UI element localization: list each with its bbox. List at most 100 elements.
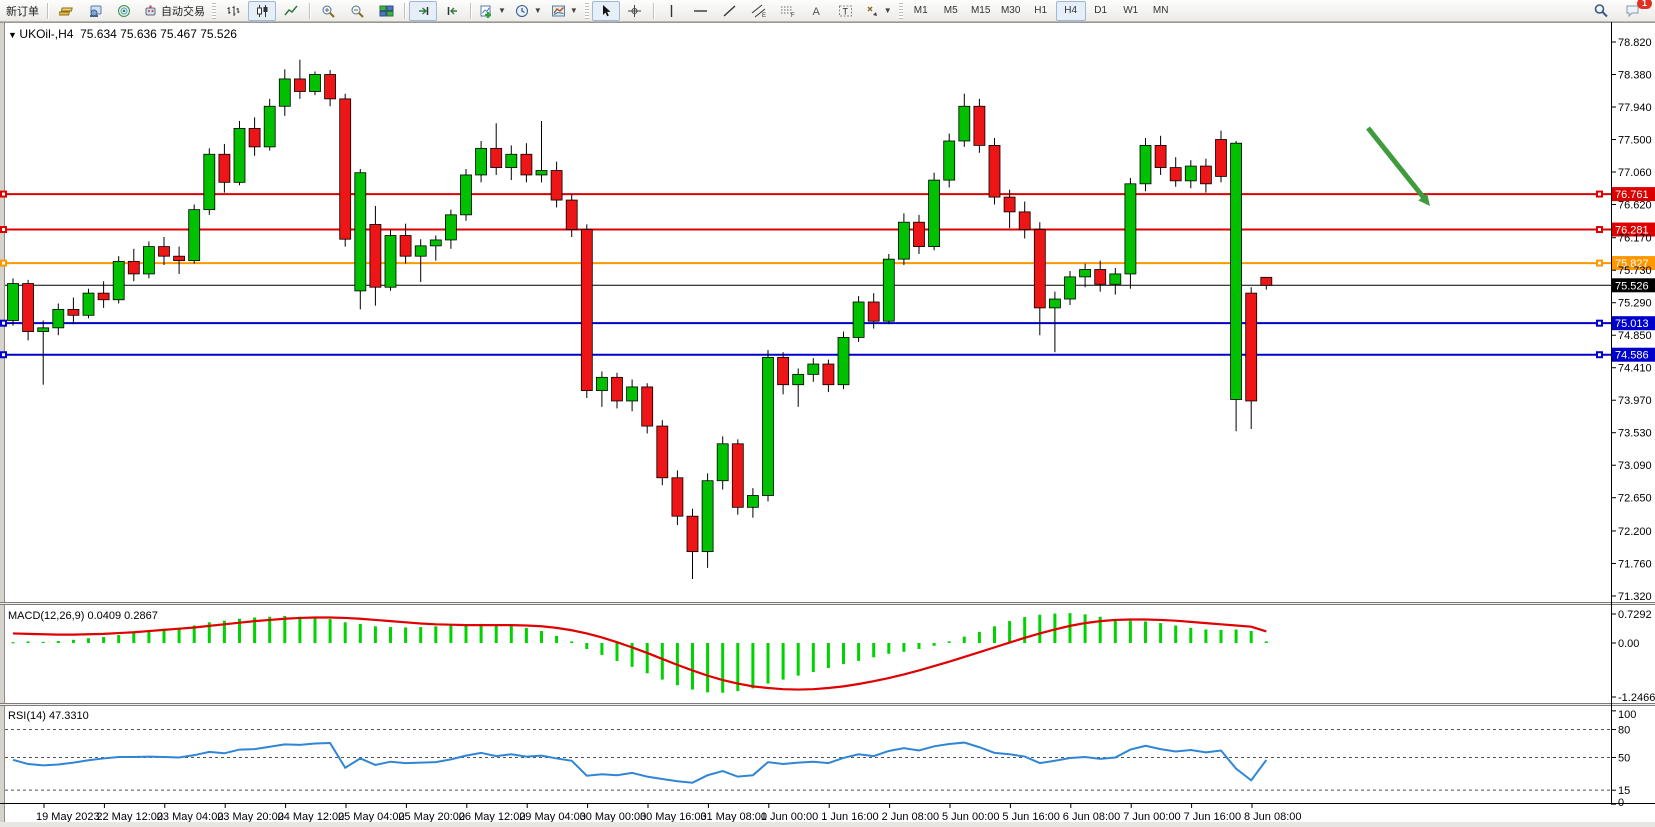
svg-text:31 May 08:00: 31 May 08:00 bbox=[700, 811, 767, 823]
timeframe-button-m1[interactable]: M1 bbox=[913, 5, 928, 16]
trendline-tool-button[interactable] bbox=[716, 1, 744, 21]
horizontal-level-lines[interactable] bbox=[0, 190, 1611, 359]
chart-shift-button[interactable] bbox=[438, 1, 466, 21]
svg-text:2 Jun 08:00: 2 Jun 08:00 bbox=[882, 811, 940, 823]
toolbar: 新订单 bbox=[0, 0, 1655, 22]
new-chart-button[interactable]: ▼ bbox=[475, 1, 510, 21]
cursor-tool-button[interactable] bbox=[591, 0, 620, 21]
chart-canvas[interactable]: 76.761 76.281 75.827 75.013 74.586 75.526 78.8… bbox=[0, 22, 1655, 827]
new-chart-icon bbox=[480, 5, 491, 18]
svg-text:5 Jun 00:00: 5 Jun 00:00 bbox=[942, 811, 1000, 823]
svg-text:100: 100 bbox=[1618, 709, 1636, 721]
svg-text:15: 15 bbox=[1618, 785, 1630, 797]
svg-text:78.380: 78.380 bbox=[1618, 69, 1652, 81]
zoom-out-button[interactable] bbox=[343, 1, 371, 21]
rsi-line bbox=[12, 741, 1268, 784]
svg-text:74.586: 74.586 bbox=[1615, 350, 1649, 362]
notifications-button[interactable]: 1 bbox=[1619, 0, 1652, 21]
period-button[interactable]: ▼ bbox=[511, 1, 546, 21]
trendline-icon bbox=[723, 4, 736, 17]
macd-indicator-label: MACD(12,26,9) 0.0409 0.2867 bbox=[8, 610, 158, 622]
vertical-line-tool-button[interactable] bbox=[658, 1, 686, 21]
chart-window[interactable]: 76.761 76.281 75.827 75.013 74.586 75.526 78.8… bbox=[0, 22, 1655, 827]
templates-button[interactable]: ▼ bbox=[547, 1, 582, 21]
dropdown-triangle-icon: ▼ bbox=[8, 30, 20, 40]
toolbar-grip bbox=[898, 2, 903, 19]
text-a-icon: A bbox=[813, 6, 821, 18]
auto-scroll-button[interactable] bbox=[409, 0, 437, 21]
chart-ohlc-values: 75.634 75.636 75.467 75.526 bbox=[80, 27, 237, 41]
svg-text:1 Jun 16:00: 1 Jun 16:00 bbox=[821, 811, 879, 823]
terminal-icon[interactable] bbox=[81, 1, 109, 21]
svg-text:74.410: 74.410 bbox=[1618, 363, 1652, 375]
horizontal-line-tool-button[interactable] bbox=[687, 1, 715, 21]
candlestick-mode-button[interactable] bbox=[248, 0, 276, 21]
timeframe-button-w1[interactable]: W1 bbox=[1123, 5, 1139, 16]
tile-windows-icon bbox=[379, 5, 393, 16]
svg-text:0.00: 0.00 bbox=[1618, 638, 1639, 650]
autotrading-button[interactable]: 自动交易 bbox=[139, 1, 209, 21]
crosshair-icon bbox=[628, 4, 642, 17]
crosshair-tool-button[interactable] bbox=[621, 1, 649, 21]
zoom-out-icon bbox=[351, 5, 364, 18]
vertical-line-icon bbox=[671, 4, 673, 17]
macd-pane[interactable] bbox=[11, 613, 1268, 693]
toolbar-separator bbox=[470, 2, 471, 19]
market-watch-icon[interactable] bbox=[52, 1, 80, 21]
tile-windows-button[interactable] bbox=[372, 1, 400, 21]
equidistant-channel-icon: E bbox=[751, 4, 766, 18]
toolbar-grip bbox=[584, 2, 589, 19]
chart-title: ▼ UKOil-,H4 75.634 75.636 75.467 75.526 bbox=[8, 27, 237, 41]
svg-text:T: T bbox=[843, 6, 849, 16]
fibonacci-tool-button[interactable]: F bbox=[774, 1, 802, 21]
svg-text:73.090: 73.090 bbox=[1618, 460, 1652, 472]
svg-text:77.500: 77.500 bbox=[1618, 134, 1652, 146]
svg-text:6 Jun 08:00: 6 Jun 08:00 bbox=[1063, 811, 1121, 823]
timeframe-button-m30[interactable]: M30 bbox=[1000, 5, 1021, 16]
text-label-icon: T bbox=[839, 5, 853, 16]
rsi-pane[interactable] bbox=[5, 729, 1611, 791]
timeframe-button-h4[interactable]: H4 bbox=[1055, 0, 1086, 21]
svg-text:8 Jun 08:00: 8 Jun 08:00 bbox=[1244, 811, 1302, 823]
arrow-annotation[interactable] bbox=[1366, 126, 1430, 206]
line-chart-icon bbox=[283, 5, 298, 15]
zoom-in-button[interactable] bbox=[314, 1, 342, 21]
price-axis: 76.761 76.281 75.827 75.013 74.586 75.526 78.8… bbox=[1611, 37, 1655, 809]
svg-text:1 Jun 00:00: 1 Jun 00:00 bbox=[761, 811, 819, 823]
text-tool-button[interactable]: A bbox=[803, 1, 831, 21]
svg-text:0.7292: 0.7292 bbox=[1618, 609, 1652, 621]
svg-text:5 Jun 16:00: 5 Jun 16:00 bbox=[1002, 811, 1060, 823]
toolbar-separator bbox=[404, 2, 405, 19]
zoom-in-icon bbox=[322, 5, 335, 18]
new-order-button[interactable]: 新订单 bbox=[2, 1, 43, 21]
timeframe-button-m15[interactable]: M15 bbox=[970, 5, 991, 16]
rsi-indicator-label: RSI(14) 47.3310 bbox=[8, 710, 89, 722]
text-label-tool-button[interactable]: T bbox=[832, 1, 860, 21]
svg-text:72.650: 72.650 bbox=[1618, 493, 1652, 505]
timeframe-button-m5[interactable]: M5 bbox=[943, 5, 958, 16]
chevron-down-icon: ▼ bbox=[883, 6, 892, 15]
line-chart-mode-button[interactable] bbox=[277, 1, 305, 21]
svg-text:77.940: 77.940 bbox=[1618, 102, 1652, 114]
toolbar-separator bbox=[309, 2, 310, 19]
svg-text:80: 80 bbox=[1618, 725, 1630, 737]
horizontal-line-icon bbox=[694, 9, 708, 12]
candlestick-series[interactable] bbox=[7, 59, 1273, 579]
svg-text:26 May 12:00: 26 May 12:00 bbox=[459, 811, 526, 823]
auto-scroll-icon bbox=[418, 6, 428, 15]
svg-text:30 May 00:00: 30 May 00:00 bbox=[580, 811, 647, 823]
timeframe-button-h1[interactable]: H1 bbox=[1034, 5, 1048, 16]
svg-text:71.320: 71.320 bbox=[1618, 591, 1652, 603]
arrows-tool-button[interactable]: ▼ bbox=[861, 1, 896, 21]
svg-text:77.060: 77.060 bbox=[1618, 167, 1652, 179]
chevron-down-icon: ▼ bbox=[533, 6, 542, 15]
timeframe-button-mn[interactable]: MN bbox=[1152, 5, 1169, 16]
timeframe-toolbar: M1 M5 M15 M30 H1 H4 D1 W1 MN bbox=[906, 0, 1176, 21]
search-button[interactable] bbox=[1587, 1, 1615, 21]
svg-text:30 May 16:00: 30 May 16:00 bbox=[640, 811, 707, 823]
channel-tool-button[interactable]: E bbox=[745, 1, 773, 21]
timeframe-button-d1[interactable]: D1 bbox=[1094, 5, 1108, 16]
signals-icon[interactable] bbox=[110, 1, 138, 21]
bar-chart-mode-button[interactable] bbox=[219, 1, 247, 21]
